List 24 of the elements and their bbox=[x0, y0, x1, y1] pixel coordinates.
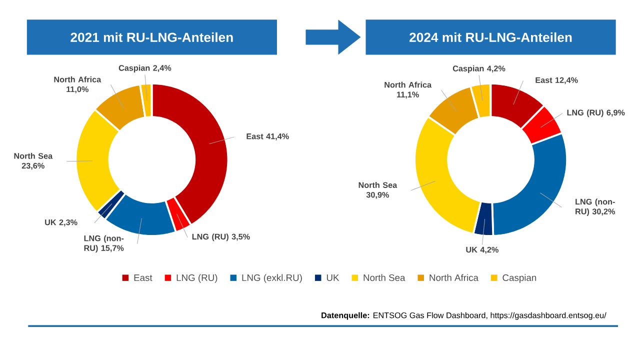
data-label: North Sea 30,9% bbox=[358, 182, 398, 199]
legend-label: East bbox=[134, 274, 152, 282]
data-label: North Sea 23,6% bbox=[14, 153, 53, 170]
legend-label: LNG (RU) bbox=[176, 274, 218, 283]
legend-label: LNG (exkl.RU) bbox=[242, 274, 302, 283]
data-label: UK 4,2% bbox=[466, 246, 498, 254]
data-label: UK 2,3% bbox=[45, 220, 78, 226]
data-label: LNG (RU) 3,5% bbox=[192, 234, 250, 242]
chart-title: 2024 mit RU-LNG-Anteilen bbox=[410, 32, 572, 42]
legend-label: Caspian bbox=[502, 274, 536, 283]
data-label: Caspian 4,2% bbox=[452, 66, 506, 74]
legend-label: North Sea bbox=[364, 274, 406, 282]
data-label: North Africa 11,0% bbox=[54, 76, 102, 94]
data-label: LNG (non-RU) 15,7% bbox=[84, 235, 124, 253]
text: Datenquelle: ENTSOG Gas Flow Dashboard, https://gasdashboard.entsog.eu/ bbox=[322, 312, 606, 320]
chart-title: 2021 mit RU-LNG-Anteilen bbox=[70, 32, 233, 42]
data-label: LNG (non-RU) 30,2% bbox=[576, 198, 615, 216]
data-label: East 12,4% bbox=[536, 77, 578, 84]
legend-label: North Africa bbox=[430, 274, 478, 282]
data-label: Caspian 2,4% bbox=[118, 64, 172, 73]
data-label: LNG (RU) 6,9% bbox=[567, 110, 625, 118]
data-label: North Africa 11,1% bbox=[384, 82, 432, 99]
data-label: East 41,4% bbox=[246, 134, 289, 140]
legend-label: UK bbox=[326, 274, 340, 282]
